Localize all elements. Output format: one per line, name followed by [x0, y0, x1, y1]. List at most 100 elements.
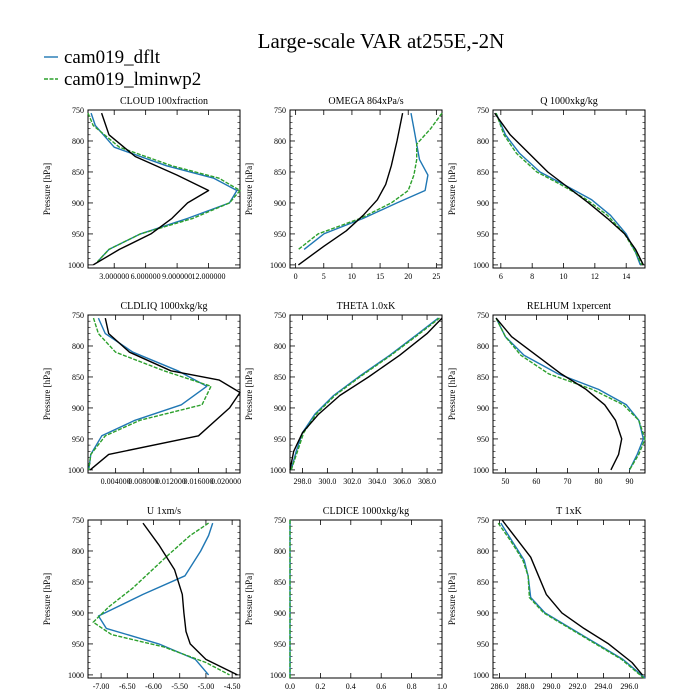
panel-title: U 1xm/s: [147, 506, 181, 517]
y-tick-label: 1000: [270, 261, 286, 270]
series-line-cam019_dflt: [88, 317, 208, 470]
panel-1: OMEGA 864xPa/s Pressure [hPa] 750 800 850 900…: [244, 96, 443, 281]
x-tick-label: -5.50: [171, 682, 188, 691]
y-tick-label: 900: [274, 404, 286, 413]
y-tick-label: 1000: [68, 466, 84, 475]
panel-title: T 1xK: [556, 506, 582, 517]
y-tick-label: 750: [274, 106, 286, 115]
legend-label-lminwp2: cam019_lminwp2: [64, 69, 201, 90]
series-line-obs: [501, 519, 643, 676]
x-tick-label: 290.0: [542, 682, 560, 691]
panel-title: RELHUM 1xpercent: [527, 301, 611, 312]
y-tick-label: 850: [477, 373, 489, 382]
y-tick-label: 750: [477, 106, 489, 115]
x-tick-label: 14: [622, 272, 630, 281]
y-tick-label: 1000: [68, 671, 84, 680]
x-tick-label: 3.000000: [99, 272, 129, 281]
series-line-cam019_lminwp2: [495, 112, 643, 266]
panel-4: THETA 1.0xK Pressure [hPa] 750 800 850 900 950…: [244, 301, 443, 486]
series-line-cam019_dflt: [495, 317, 645, 471]
y-tick-label: 900: [274, 199, 286, 208]
y-tick-label: 800: [477, 547, 489, 556]
y-tick-label: 850: [274, 578, 286, 587]
x-tick-label: 298.0: [293, 477, 311, 486]
x-tick-label: 300.0: [318, 477, 336, 486]
x-tick-label: 12.000000: [192, 272, 226, 281]
y-tick-label: 900: [477, 199, 489, 208]
y-axis-label: Pressure [hPa]: [447, 573, 457, 625]
x-tick-label: 25: [432, 272, 440, 281]
series-line-cam019_lminwp2: [495, 317, 646, 471]
x-tick-label: 9.000000: [162, 272, 192, 281]
x-tick-label: 1.0: [437, 682, 447, 691]
y-tick-label: 900: [477, 609, 489, 618]
plot-frame: [289, 314, 443, 474]
x-tick-label: 304.0: [368, 477, 386, 486]
series-line-cam019_dflt: [495, 112, 641, 266]
y-tick-label: 750: [72, 516, 84, 525]
y-tick-label: 900: [477, 404, 489, 413]
x-tick-label: 8: [530, 272, 534, 281]
plot-frame: [492, 109, 646, 269]
series-line-cam019_dflt: [90, 112, 238, 263]
legend-label-dflt: cam019_dflt: [64, 47, 161, 68]
x-tick-label: 12: [591, 272, 599, 281]
y-tick-label: 900: [72, 199, 84, 208]
x-tick-label: 80: [594, 477, 602, 486]
x-tick-label: 50: [501, 477, 509, 486]
y-tick-label: 950: [274, 230, 286, 239]
y-axis-label: Pressure [hPa]: [244, 368, 254, 420]
x-tick-label: 0.4: [346, 682, 356, 691]
x-tick-label: 90: [625, 477, 633, 486]
x-tick-label: 0.2: [315, 682, 325, 691]
series-line-obs: [297, 112, 404, 266]
series-line-cam019_dflt: [303, 112, 429, 250]
plot-frame: [492, 314, 646, 474]
x-tick-label: 10: [348, 272, 356, 281]
panel-6: U 1xm/s Pressure [hPa] 750 800 850 900 950 1000…: [42, 506, 241, 691]
x-tick-label: -7.00: [93, 682, 110, 691]
y-tick-label: 900: [72, 404, 84, 413]
panel-title: Q 1000xkg/kg: [540, 96, 598, 107]
y-tick-label: 850: [72, 578, 84, 587]
series-line-cam019_lminwp2: [88, 317, 212, 470]
panel-3: CLDLIQ 1000xkg/kg Pressure [hPa] 750 800 850…: [42, 301, 241, 486]
x-tick-label: 0.0: [285, 682, 295, 691]
y-tick-label: 1000: [473, 466, 489, 475]
y-tick-label: 1000: [473, 671, 489, 680]
x-tick-label: 302.0: [343, 477, 361, 486]
x-tick-label: 0.012000: [156, 477, 186, 486]
x-tick-label: 0.6: [376, 682, 386, 691]
y-tick-label: 750: [477, 516, 489, 525]
x-tick-label: 70: [563, 477, 571, 486]
y-tick-label: 1000: [270, 466, 286, 475]
y-tick-label: 950: [477, 435, 489, 444]
x-tick-label: 10: [560, 272, 568, 281]
series-line-cam019_lminwp2: [87, 112, 241, 263]
y-tick-label: 900: [72, 609, 84, 618]
y-tick-label: 750: [274, 516, 286, 525]
series-line-obs: [92, 112, 210, 266]
x-tick-label: -5.00: [198, 682, 215, 691]
x-tick-label: -6.00: [145, 682, 162, 691]
x-tick-label: 306.0: [393, 477, 411, 486]
y-tick-label: 950: [72, 435, 84, 444]
y-tick-label: 850: [72, 168, 84, 177]
panel-2: Q 1000xkg/kg Pressure [hPa] 750 800 850 900 95…: [447, 96, 646, 281]
y-tick-label: 950: [477, 640, 489, 649]
x-tick-label: 0.004000: [101, 477, 131, 486]
y-axis-label: Pressure [hPa]: [42, 163, 52, 215]
x-tick-label: 0.020000: [211, 477, 241, 486]
y-tick-label: 950: [274, 640, 286, 649]
panel-title: CLDLIQ 1000xkg/kg: [121, 301, 208, 312]
y-tick-label: 950: [274, 435, 286, 444]
legend: cam019_dflt cam019_lminwp2: [44, 47, 201, 90]
x-tick-label: 0.008000: [128, 477, 158, 486]
x-tick-label: 308.0: [418, 477, 436, 486]
y-tick-label: 1000: [270, 671, 286, 680]
panel-title: CLDICE 1000xkg/kg: [323, 506, 409, 517]
y-tick-label: 950: [72, 230, 84, 239]
y-tick-label: 800: [274, 342, 286, 351]
x-tick-label: 288.0: [516, 682, 534, 691]
